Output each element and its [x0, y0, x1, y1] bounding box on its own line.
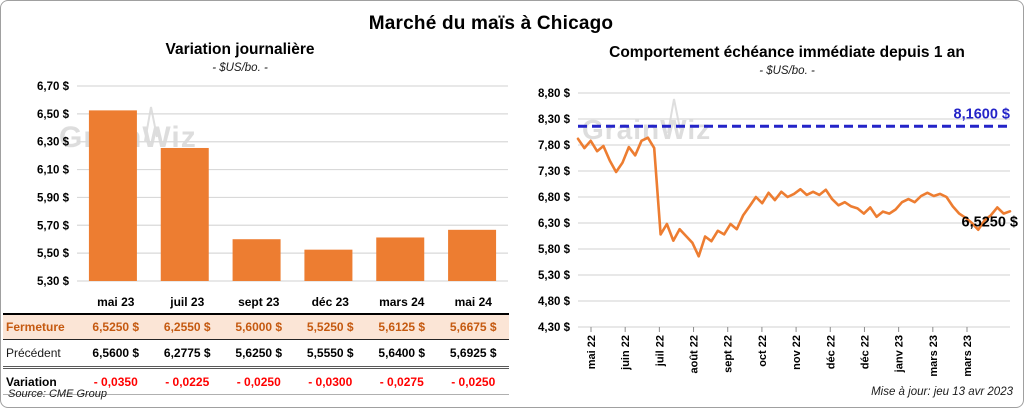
table-cell: - 0,0275 — [366, 369, 438, 395]
x-tick-label: janv 23 — [894, 335, 906, 373]
table-cell: 6,2775 $ — [151, 340, 223, 369]
y-tick-label: 6,30 $ — [37, 137, 70, 149]
y-tick-label: 6,10 $ — [37, 165, 70, 177]
table-cell: 6,5250 $ — [80, 315, 152, 340]
daily-chart-title: Variation journalière — [165, 41, 315, 58]
bar — [232, 239, 281, 281]
column-header: juil 23 — [151, 290, 223, 315]
front-month-panel: Comportement échéance immédiate depuis 1… — [512, 1, 1023, 407]
page-title: Marché du maïs à Chicago — [368, 13, 614, 34]
y-tick-label: 5,50 $ — [37, 248, 70, 260]
table-cell: - 0,0250 — [437, 369, 509, 395]
x-tick-label: juil 22 — [654, 335, 666, 367]
price-line — [576, 136, 1012, 258]
x-tick-label: mai 22 — [586, 335, 598, 369]
table-cell: - 0,0225 — [151, 369, 223, 395]
table-cell: - 0,0350 — [80, 369, 152, 395]
table-corner — [3, 290, 80, 315]
y-tick-label: 6,80 $ — [538, 192, 571, 204]
quotes-table: mai 23 juil 23 sept 23 déc 23 mars 24 mai 24 F… — [3, 290, 509, 395]
row-label: Variation — [3, 369, 80, 395]
y-tick-label: 7,80 $ — [538, 140, 571, 152]
reference-line-label: 8,1600 $ — [954, 106, 1010, 122]
row-label: Fermeture — [3, 315, 80, 340]
column-header: sept 23 — [223, 290, 295, 315]
table-cell: 5,5250 $ — [294, 315, 366, 340]
y-tick-label: 5,30 $ — [37, 276, 70, 288]
table-cell: 5,6675 $ — [437, 315, 509, 340]
column-header: mars 24 — [366, 290, 438, 315]
y-tick-label: 4,30 $ — [538, 322, 571, 334]
y-tick-label: 6,30 $ — [538, 218, 571, 230]
column-header: mai 24 — [437, 290, 509, 315]
y-tick-label: 8,80 $ — [538, 88, 571, 100]
front-month-chart-title: Comportement échéance immédiate depuis 1… — [609, 44, 965, 61]
x-tick-label: déc 22 — [825, 335, 837, 369]
bar — [88, 110, 137, 281]
column-header: mai 23 — [80, 290, 152, 315]
y-tick-label: 5,70 $ — [37, 220, 70, 232]
table-cell: 5,6400 $ — [366, 340, 438, 369]
front-month-chart-subtitle: - $US/bo. - — [759, 65, 815, 77]
table-cell: 5,5550 $ — [294, 340, 366, 369]
update-note: Mise à jour: jeu 13 avr 2023 — [871, 386, 1013, 398]
table-cell: 6,2550 $ — [151, 315, 223, 340]
table-cell: 5,6925 $ — [437, 340, 509, 369]
bar — [160, 147, 209, 281]
daily-variation-panel: Variation journalière - $US/bo. - GrainW… — [1, 1, 512, 407]
last-value-label: 6,5250 $ — [962, 214, 1018, 230]
y-tick-label: 5,30 $ — [538, 270, 571, 282]
y-tick-label: 6,50 $ — [37, 109, 70, 121]
x-tick-label: mars 23 — [928, 335, 940, 377]
table-cell: - 0,0250 — [223, 369, 295, 395]
x-tick-label: nov 22 — [791, 335, 803, 370]
y-tick-label: 5,80 $ — [538, 244, 571, 256]
x-tick-label: oct 22 — [757, 335, 769, 367]
bar — [376, 237, 425, 281]
bar — [304, 249, 353, 281]
y-tick-label: 5,90 $ — [37, 192, 70, 204]
x-tick-label: sept 22 — [723, 335, 735, 373]
x-tick-label: août 22 — [689, 335, 701, 374]
source-note: Source: CME Group — [8, 388, 108, 400]
table-cell: - 0,0300 — [294, 369, 366, 395]
column-header: déc 23 — [294, 290, 366, 315]
y-tick-label: 6,70 $ — [37, 81, 70, 93]
daily-bar-chart: GrainWiz6,70 $6,50 $6,30 $6,10 $5,90 $5,… — [37, 81, 508, 288]
y-tick-label: 7,30 $ — [538, 166, 571, 178]
y-tick-label: 8,30 $ — [538, 114, 571, 126]
table-cell: 5,6125 $ — [366, 315, 438, 340]
table-cell: 5,6250 $ — [223, 340, 295, 369]
y-tick-label: 4,80 $ — [538, 296, 571, 308]
x-tick-label: juin 22 — [620, 335, 632, 371]
row-label: Précédent — [3, 340, 80, 369]
table-cell: 5,6000 $ — [223, 315, 295, 340]
table-cell: 6,5600 $ — [80, 340, 152, 369]
bar — [448, 229, 497, 281]
x-tick-label: déc 22 — [859, 335, 871, 369]
daily-chart-subtitle: - $US/bo. - — [212, 62, 268, 74]
x-tick-label: mars 23 — [962, 335, 974, 377]
